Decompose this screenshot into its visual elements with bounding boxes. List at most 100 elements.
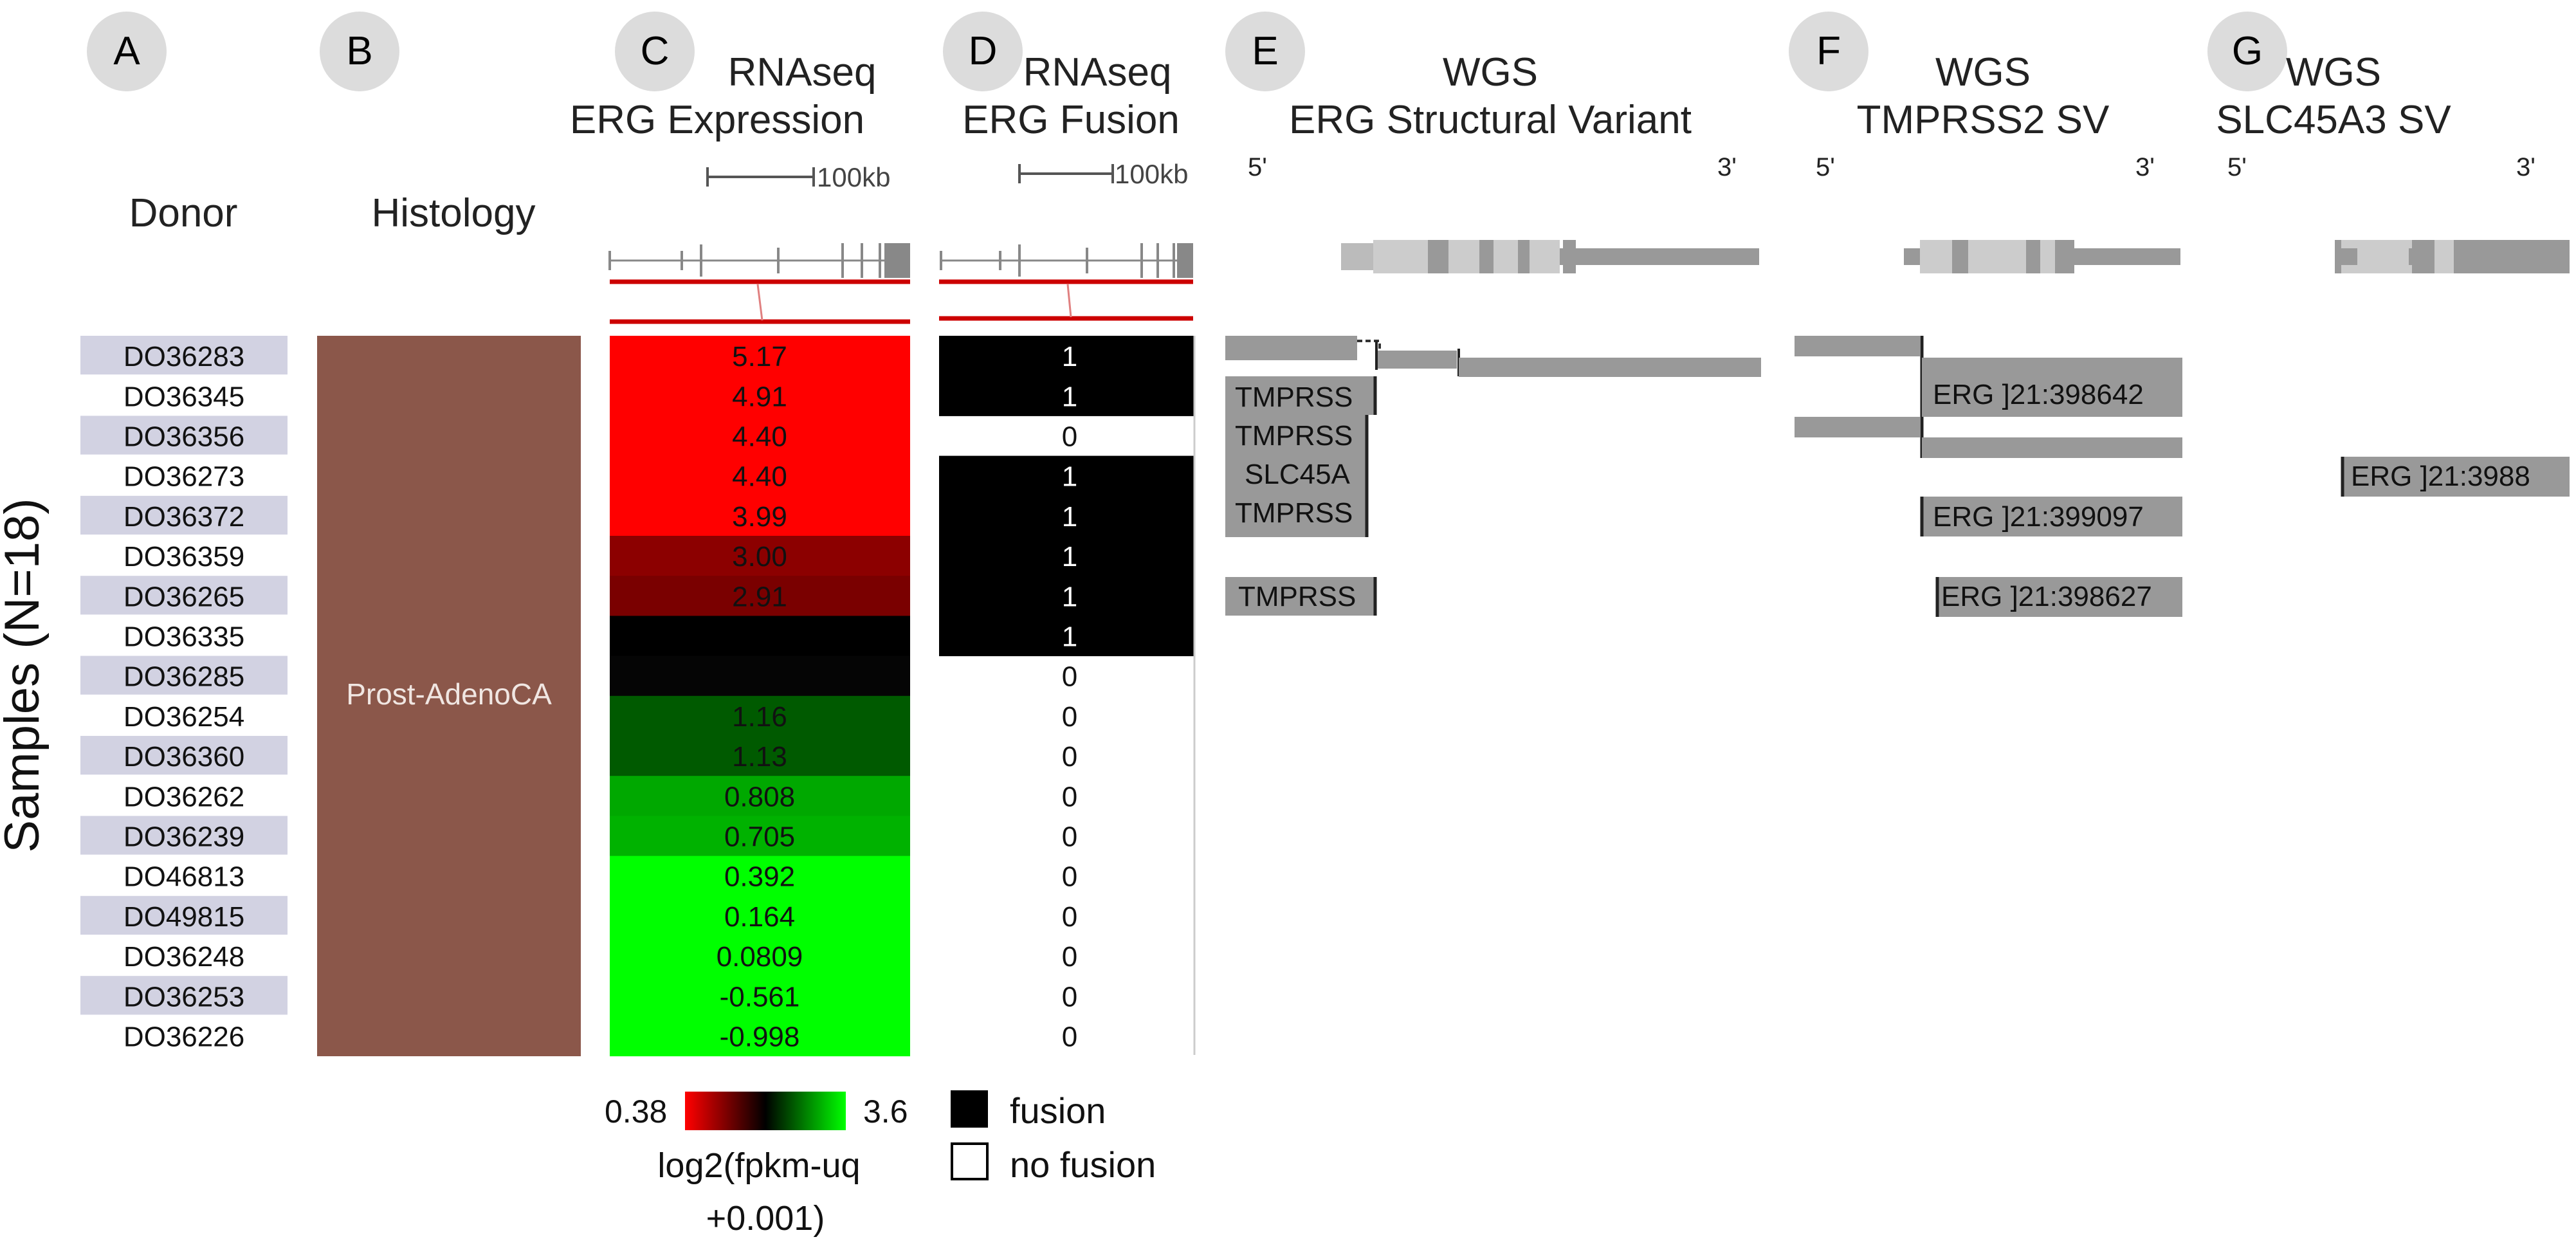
panel-letters: A B C D E F G — [87, 12, 2287, 91]
donor-stripe — [80, 895, 288, 935]
donor-id: DO36356 — [123, 421, 244, 453]
fusion-value: 1 — [1062, 581, 1077, 612]
expression-cell — [610, 576, 910, 616]
donor-stripe — [80, 655, 288, 695]
fusion-value: 0 — [1062, 981, 1077, 1012]
expression-cell — [610, 1016, 910, 1057]
legend-gradient-bar — [685, 1092, 846, 1130]
donor-id: DO49815 — [123, 901, 244, 933]
fusion-swatch — [951, 1090, 988, 1128]
sv-e-label-2: TMPRSS — [1235, 381, 1353, 413]
expression-cell — [610, 816, 910, 857]
expression-value: 0.0809 — [717, 941, 803, 973]
expression-cell — [610, 495, 910, 536]
donor-id: DO36262 — [123, 781, 244, 812]
panel-letter-d: D — [969, 29, 998, 73]
five-prime-e: 5' — [1248, 153, 1267, 181]
donor-id: DO36273 — [123, 461, 244, 493]
donor-id: DO46813 — [123, 861, 244, 893]
sv-f-label-2: ERG ]21:398642 — [1933, 379, 2144, 410]
panel-letter-a: A — [113, 29, 140, 73]
donor-stripe — [80, 816, 288, 855]
scale-bars — [706, 164, 1114, 187]
five-prime-g: 5' — [2227, 153, 2247, 181]
three-prime-g: 3' — [2516, 153, 2535, 181]
scale-label-d: 100kb — [1115, 159, 1188, 189]
panel-d-title-line2: ERG Fusion — [962, 98, 1180, 142]
expression-value: -0.561 — [720, 981, 800, 1012]
sample-rows: DO36283 5.17 1 DO36345 4.91 1 DO36356 4.40 0 DO36… — [80, 336, 1194, 1057]
donor-stripe — [80, 576, 288, 615]
expression-value: 3.00 — [732, 541, 787, 573]
expression-cell — [610, 376, 910, 416]
fusion-value: 0 — [1062, 941, 1077, 973]
sv-panel-g: ERG ]21:3988 — [2341, 457, 2570, 497]
expression-value: 5.17 — [732, 341, 787, 372]
fusion-cell — [939, 455, 1194, 497]
sv-e-label-7: TMPRSS — [1238, 581, 1356, 612]
fusion-value: 0 — [1062, 701, 1077, 733]
donor-id: DO36239 — [123, 821, 244, 853]
sv-panel-f: ERG ]21:398642 ERG ]21:399097 ERG ]21:39… — [1795, 336, 2182, 617]
fusion-cell — [939, 376, 1194, 416]
panel-letter-e: E — [1252, 29, 1278, 73]
gene-structure-e — [1341, 240, 1759, 273]
expression-cell — [610, 455, 910, 497]
panel-e-title-line1: WGS — [1443, 50, 1538, 95]
expression-cell — [610, 416, 910, 457]
expression-cell — [610, 655, 910, 697]
expression-value: 0.705 — [724, 821, 795, 853]
fusion-legend: fusion no fusion — [951, 1090, 1156, 1185]
donor-id: DO36248 — [123, 941, 244, 973]
panel-c-title-line2: ERG Expression — [570, 98, 864, 142]
panel-circle-a — [87, 12, 167, 91]
three-prime-e: 3' — [1717, 153, 1737, 181]
donor-stripe — [80, 736, 288, 775]
histology-block — [317, 336, 581, 1056]
expression-value: -0.998 — [720, 1021, 800, 1053]
panel-circle-c — [615, 12, 695, 91]
donor-stripe — [80, 336, 288, 375]
fusion-value: 0 — [1062, 661, 1077, 693]
donor-id: DO36335 — [123, 621, 244, 653]
three-prime-f: 3' — [2135, 153, 2155, 181]
fusion-value: 1 — [1062, 381, 1077, 412]
fusion-cell — [939, 616, 1194, 657]
panel-circle-g — [2207, 12, 2287, 91]
donor-stripe — [80, 976, 288, 1015]
samples-axis-label: Samples (N=18) — [0, 498, 50, 852]
no-fusion-swatch — [951, 1142, 989, 1180]
panel-circle-d — [943, 12, 1023, 91]
expression-color-legend: 0.38 3.6 log2(fpkm-uq +0.001) — [605, 1092, 908, 1238]
panel-e-title-line2: ERG Structural Variant — [1289, 98, 1692, 142]
donor-id: DO36253 — [123, 981, 244, 1012]
fusion-cell — [939, 536, 1194, 576]
fusion-value: 0 — [1062, 901, 1077, 933]
panel-circle-f — [1789, 12, 1868, 91]
donor-id: DO36372 — [123, 501, 244, 533]
gene-structure-f — [1904, 240, 2180, 273]
donor-stripe — [80, 495, 288, 535]
panel-circle-b — [320, 12, 399, 91]
expression-value: 2.91 — [732, 581, 787, 612]
panel-letter-g: G — [2232, 29, 2263, 73]
expression-value: 4.91 — [732, 381, 787, 412]
gene-structure-g — [2335, 240, 2570, 273]
expression-value: 0.808 — [724, 781, 795, 812]
donor-id: DO36283 — [123, 341, 244, 372]
fusion-value: 0 — [1062, 1021, 1077, 1053]
expression-value: 4.40 — [732, 461, 787, 493]
expression-cell — [610, 976, 910, 1016]
legend-title-line1: log2(fpkm-uq — [657, 1146, 860, 1185]
expression-cell — [610, 936, 910, 976]
fusion-cell — [939, 336, 1194, 376]
fusion-value: 1 — [1062, 461, 1077, 493]
expression-cell — [610, 695, 910, 737]
expression-value: 1.13 — [732, 741, 787, 773]
fusion-value: 0 — [1062, 421, 1077, 453]
panel-f-title-line1: WGS — [1935, 50, 2031, 95]
panel-letter-b: B — [346, 29, 372, 73]
donor-id: DO36265 — [123, 581, 244, 612]
panel-c-title-line1: RNAseq — [728, 50, 877, 95]
